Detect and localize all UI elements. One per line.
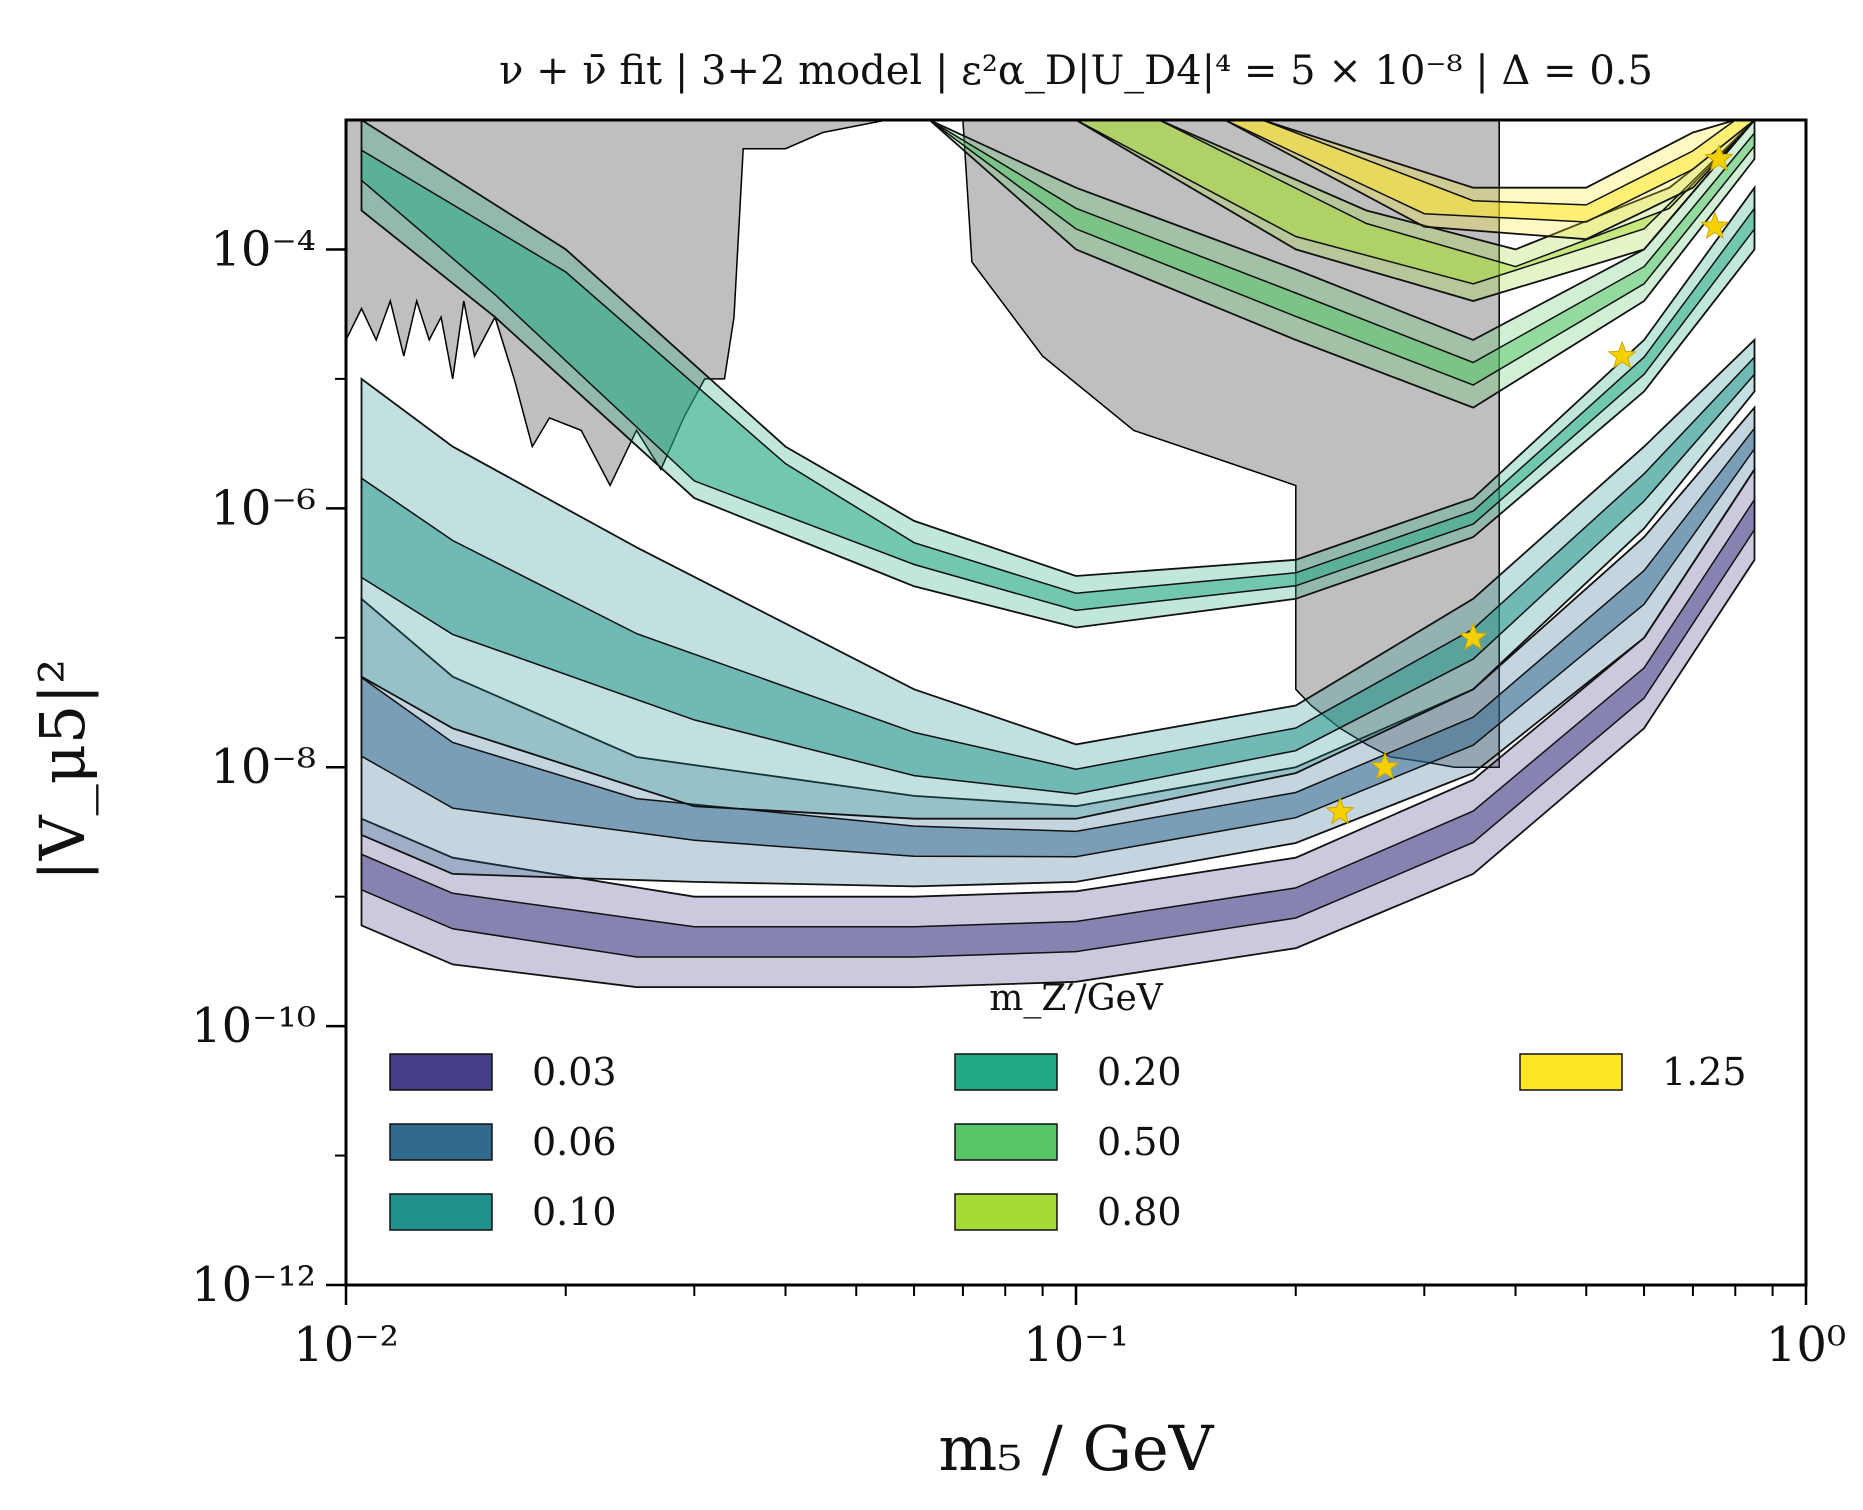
contour-band-inner-3 <box>360 148 1756 612</box>
y-tick-label: 10⁻⁶ <box>210 480 316 536</box>
legend-swatch <box>954 1193 1058 1231</box>
contour-band-inner-0 <box>360 496 1756 958</box>
best-fit-star-0 <box>1325 796 1355 825</box>
legend-label: 1.25 <box>1662 1050 1747 1094</box>
legend-swatch <box>389 1123 493 1161</box>
y-tick-label: 10⁻¹² <box>191 1257 316 1313</box>
x-tick-label: 10⁻² <box>293 1317 399 1373</box>
excluded-regions <box>346 120 1500 768</box>
best-fit-star-3 <box>1607 340 1637 369</box>
y-tick-label: 10⁻⁸ <box>210 739 316 795</box>
legend-title: m_Z′/GeV <box>989 978 1164 1019</box>
legend-label: 0.10 <box>532 1190 617 1234</box>
x-tick-label: 10⁰ <box>1766 1317 1846 1373</box>
x-tick-label: 10⁻¹ <box>1023 1317 1129 1373</box>
contour-band-inner-1 <box>360 426 1756 858</box>
y-tick-label: 10⁻¹⁰ <box>191 998 316 1054</box>
legend-label: 0.50 <box>1097 1120 1182 1164</box>
x-axis: 10⁻² 10⁻¹ 10⁰ <box>293 1285 1846 1373</box>
legend-swatch <box>389 1053 493 1091</box>
contour-band-inner-2 <box>360 355 1756 795</box>
contour-band-inner-5 <box>1075 120 1756 285</box>
contour-bands <box>360 120 1756 988</box>
legend-swatch <box>389 1193 493 1231</box>
chart-title: ν + ν̄ fit | 3+2 model | ε²α_D|U_D4|⁴ = … <box>499 48 1653 94</box>
legend-swatch <box>954 1053 1058 1091</box>
best-fit-star-1 <box>1370 751 1400 780</box>
legend-label: 0.80 <box>1097 1190 1182 1234</box>
y-tick-label: 10⁻⁴ <box>210 221 316 277</box>
contour-band-inner-6 <box>1224 120 1756 223</box>
excluded-region-right <box>962 120 1500 768</box>
y-axis-label: |V_μ5|² <box>26 659 99 881</box>
excluded-region-left <box>346 120 887 488</box>
x-axis-label: m₅ / GeV <box>939 1412 1215 1485</box>
legend-swatch <box>954 1123 1058 1161</box>
y-axis: 10⁻¹² 10⁻¹⁰ 10⁻⁸ 10⁻⁶ 10⁻⁴ <box>191 221 346 1313</box>
best-fit-points <box>1325 143 1734 825</box>
legend-label: 0.20 <box>1097 1050 1182 1094</box>
best-fit-star-4 <box>1700 211 1730 240</box>
contour-band-inner-4 <box>929 120 1756 386</box>
legend-swatch <box>1519 1053 1623 1091</box>
legend-label: 0.06 <box>532 1120 617 1164</box>
best-fit-star-2 <box>1458 622 1488 651</box>
legend-label: 0.03 <box>532 1050 617 1094</box>
contour-band-outer-6 <box>1224 120 1756 241</box>
contour-band-outer-3 <box>360 120 1756 629</box>
legend: m_Z′/GeV 0.03 0.06 0.10 0.20 0.50 0.80 1.25 <box>389 978 1747 1234</box>
plot-area <box>346 120 1806 1285</box>
best-fit-star-5 <box>1704 143 1734 172</box>
